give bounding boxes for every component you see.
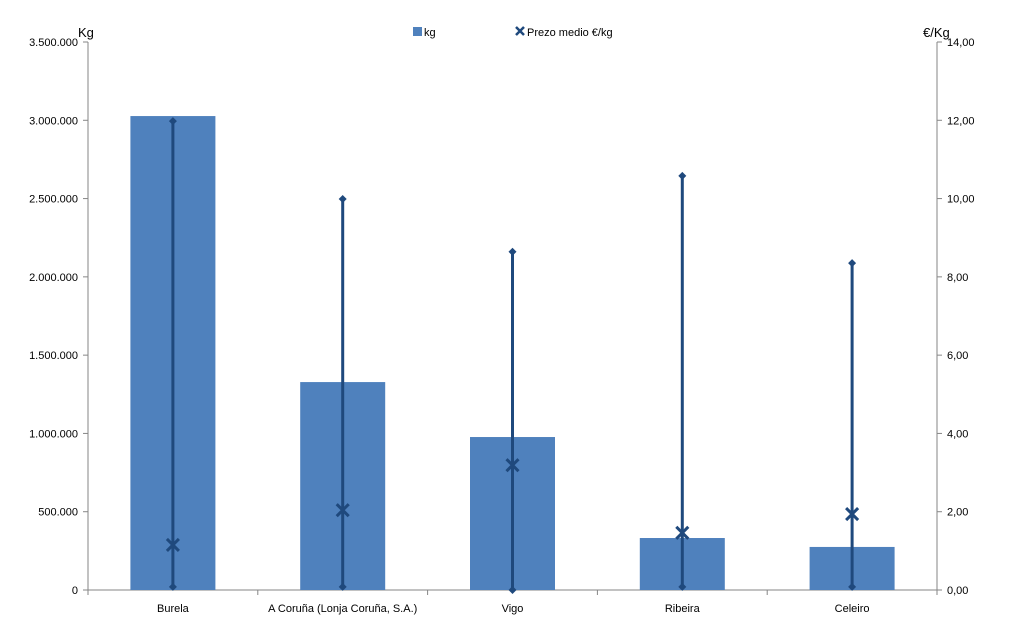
left-tick-label: 0 — [72, 585, 78, 597]
x-tick-label: Burela — [157, 603, 190, 615]
left-tick-label: 3.000.000 — [29, 115, 78, 127]
x-tick-label: Vigo — [502, 603, 524, 615]
left-tick-label: 500.000 — [38, 507, 78, 519]
right-tick-label: 10,00 — [947, 194, 975, 206]
price-avg-marker — [845, 507, 860, 522]
right-tick-label: 4,00 — [947, 428, 968, 440]
x-tick-label: Ribeira — [665, 603, 701, 615]
price-avg-marker — [675, 525, 690, 540]
price-avg-marker — [335, 503, 350, 518]
price-min-marker — [848, 582, 857, 591]
price-max-marker — [168, 117, 177, 126]
price-min-marker — [508, 586, 517, 594]
left-tick-label: 1.000.000 — [29, 428, 78, 440]
legend-kg-label: kg — [424, 27, 436, 39]
right-tick-label: 2,00 — [947, 507, 968, 519]
left-tick-label: 2.500.000 — [29, 194, 78, 206]
right-tick-label: 0,00 — [947, 585, 968, 597]
price-max-marker — [338, 194, 347, 203]
legend-kg-swatch — [413, 27, 422, 36]
x-tick-label: A Coruña (Lonja Coruña, S.A.) — [268, 603, 417, 615]
legend-price-label: Prezo medio €/kg — [527, 27, 613, 39]
price-avg-marker — [165, 537, 180, 553]
price-min-marker — [678, 582, 687, 591]
right-tick-label: 12,00 — [947, 115, 975, 127]
x-tick-label: Celeiro — [835, 603, 870, 615]
left-tick-label: 3.500.000 — [29, 37, 78, 49]
price-min-marker — [338, 582, 347, 591]
right-tick-label: 6,00 — [947, 350, 968, 362]
price-max-marker — [848, 259, 857, 268]
price-avg-marker — [505, 458, 520, 473]
right-axis-title: €/Kg — [923, 25, 950, 40]
right-tick-label: 8,00 — [947, 272, 968, 284]
price-max-marker — [678, 171, 687, 180]
price-max-marker — [508, 247, 517, 256]
legend-price-marker — [515, 26, 525, 36]
left-tick-label: 1.500.000 — [29, 350, 78, 362]
price-min-marker — [168, 582, 177, 591]
left-tick-label: 2.000.000 — [29, 272, 78, 284]
left-axis-title: Kg — [78, 25, 94, 40]
right-tick-label: 14,00 — [947, 37, 975, 49]
